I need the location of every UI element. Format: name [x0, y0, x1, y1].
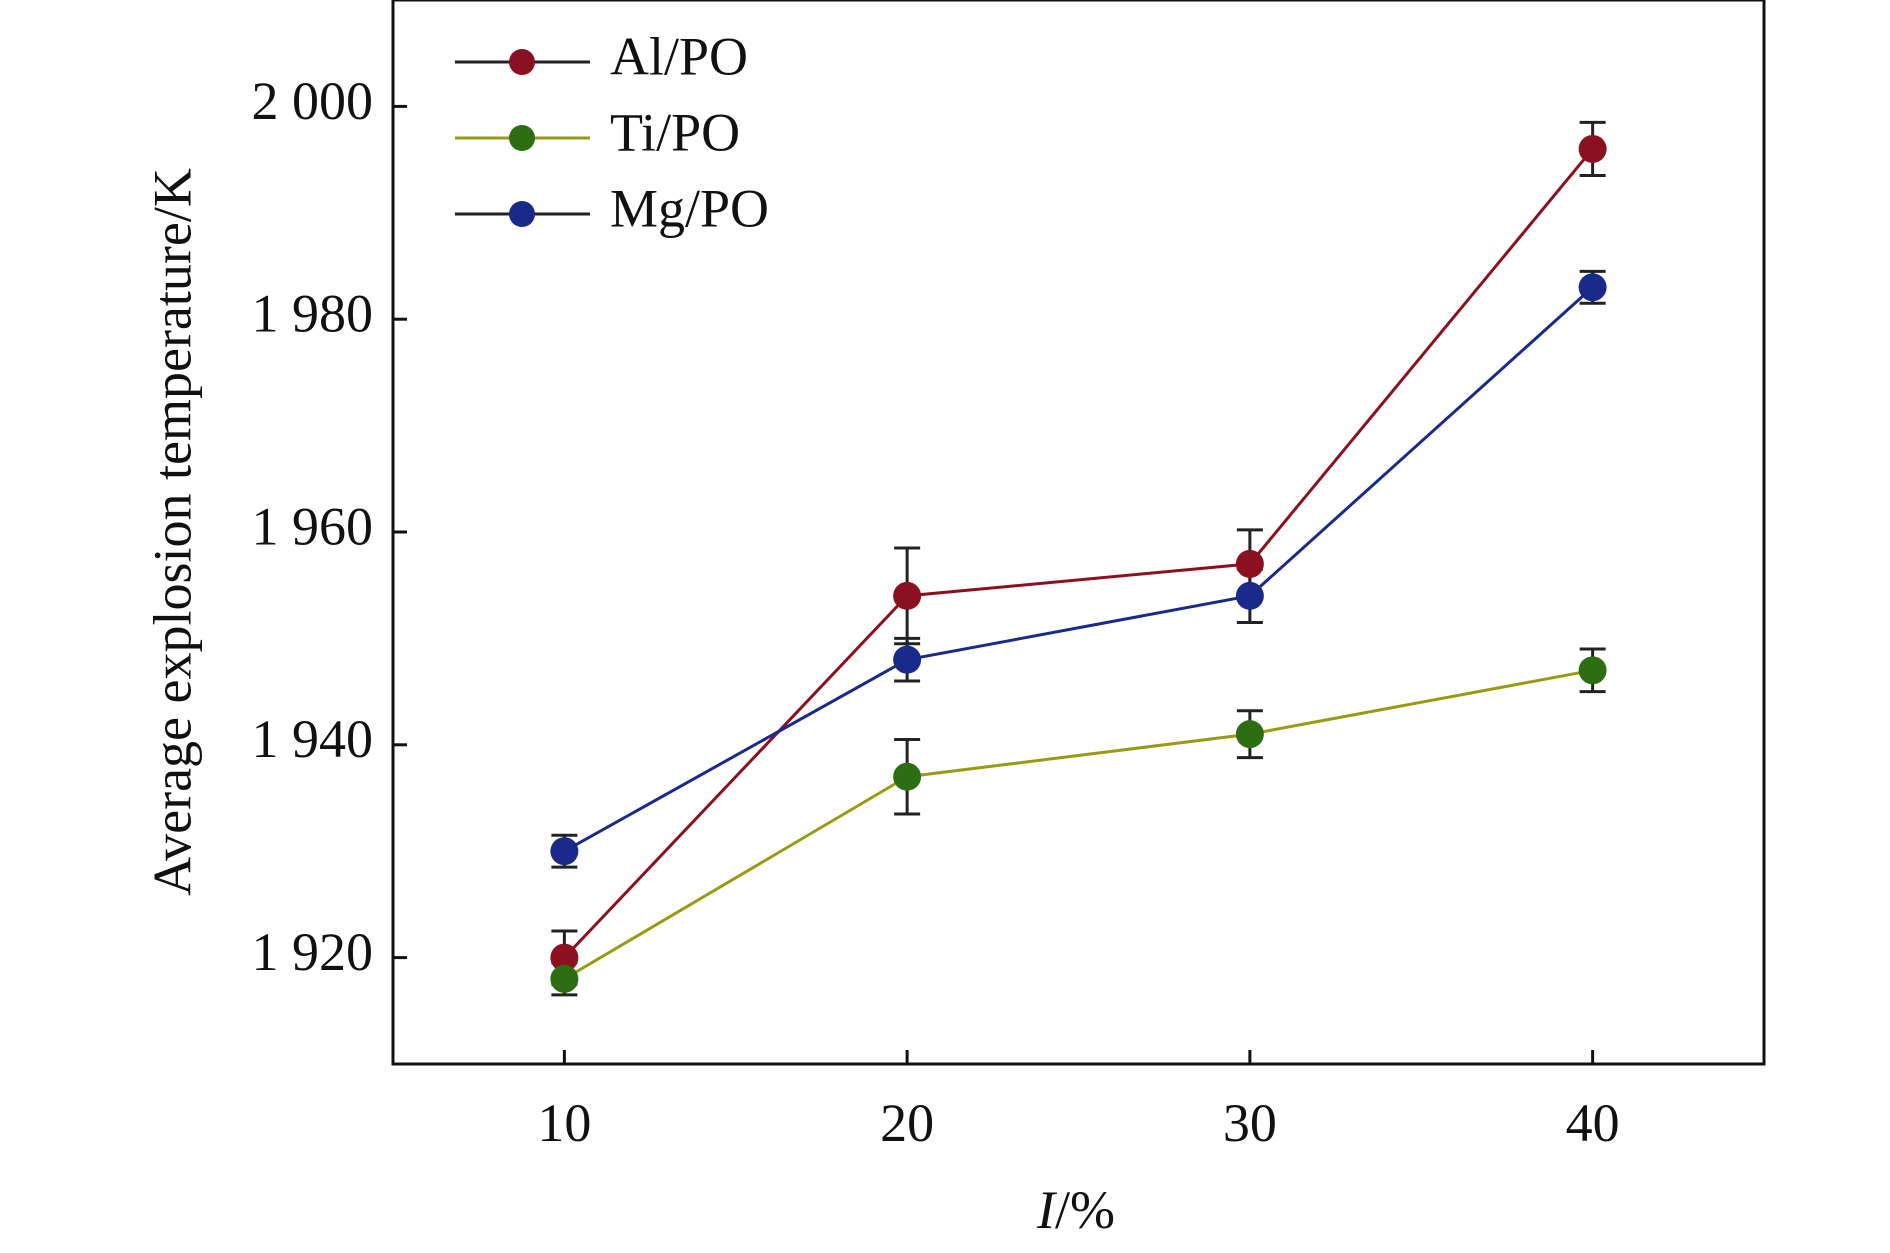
legend-marker-ti-po: [509, 125, 535, 151]
data-point-al-po: [1235, 549, 1264, 578]
data-point-ti-po: [550, 964, 579, 993]
x-tick-label: 10: [537, 1093, 591, 1153]
x-axis-title-unit: /%: [1055, 1180, 1115, 1240]
data-markers: [550, 134, 1607, 993]
y-axis-title: Average explosion temperature/K: [142, 168, 202, 896]
data-point-ti-po: [1578, 656, 1607, 685]
y-tick-label: 1 940: [252, 709, 374, 769]
legend-marker-mg-po: [509, 201, 535, 227]
x-tick-label: 30: [1223, 1093, 1277, 1153]
series-line-ti-po: [563, 668, 1593, 981]
data-point-al-po: [1578, 134, 1607, 163]
y-tick-label: 1 980: [252, 284, 374, 344]
data-point-ti-po: [1235, 720, 1264, 749]
data-point-mg-po: [893, 645, 922, 674]
x-axis: 10 20 30 40: [537, 1050, 1620, 1153]
data-point-mg-po: [550, 837, 579, 866]
y-tick-label: 2 000: [252, 71, 374, 131]
legend-marker-al-po: [509, 49, 535, 75]
y-tick-label: 1 920: [252, 922, 374, 982]
data-point-ti-po: [893, 762, 922, 791]
legend-label-mg-po: Mg/PO: [610, 178, 769, 238]
series-line-mg-po: [563, 286, 1594, 853]
x-axis-title: I/%: [1036, 1180, 1115, 1240]
y-axis: 1 920 1 940 1 960 1 980 2 000: [252, 71, 407, 982]
x-tick-label: 20: [880, 1093, 934, 1153]
legend: Al/PO Ti/PO Mg/PO: [455, 26, 769, 238]
data-point-mg-po: [1235, 581, 1264, 610]
x-axis-title-variable: I: [1036, 1180, 1058, 1240]
legend-label-al-po: Al/PO: [610, 26, 748, 86]
plot-frame: [391, 0, 1766, 1066]
y-tick-label: 1 960: [252, 496, 374, 556]
series-line-al-po: [563, 148, 1594, 959]
data-point-al-po: [550, 943, 579, 972]
series-lines: [563, 148, 1594, 981]
data-point-al-po: [893, 581, 922, 610]
error-bars: [551, 120, 1606, 997]
data-point-mg-po: [1578, 273, 1607, 302]
legend-label-ti-po: Ti/PO: [610, 102, 740, 162]
x-tick-label: 40: [1566, 1093, 1620, 1153]
